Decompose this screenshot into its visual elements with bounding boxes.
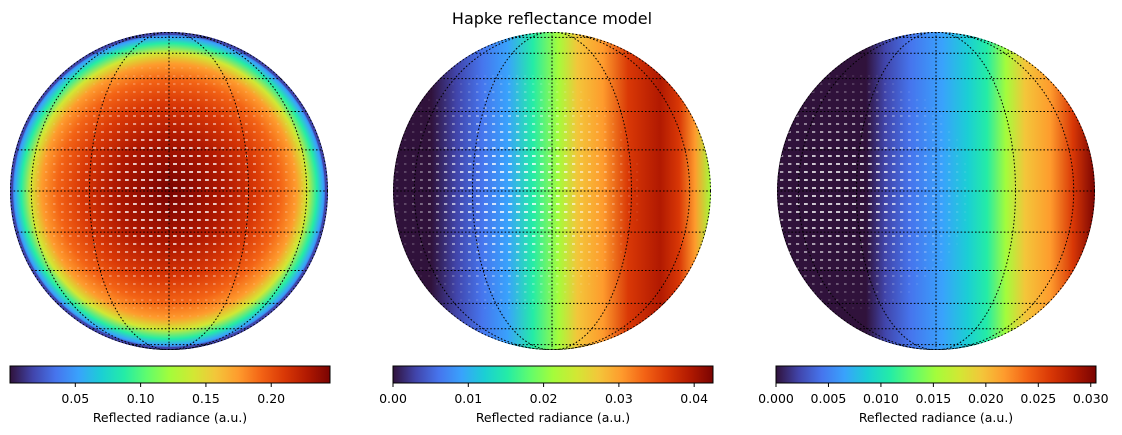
graticule-3 — [777, 32, 1095, 350]
colorbar-gradient — [9, 365, 331, 384]
graticule-1 — [10, 32, 328, 350]
figure-title: Hapke reflectance model — [452, 9, 652, 28]
vector-field-dots-3 — [780, 75, 967, 309]
globe-panel-2: 0.00 0.01 0.02 0.03 0.04 Reflected radiance (… — [379, 32, 714, 425]
colorbar-tick-label: 0.00 — [379, 391, 407, 406]
vector-field-dots-2 — [396, 75, 639, 309]
colorbar-tick-label: 0.05 — [61, 391, 89, 406]
colorbar-label: Reflected radiance (a.u.) — [93, 410, 247, 425]
colorbar-tick-label: 0.02 — [530, 391, 558, 406]
colorbar-tick-label: 0.020 — [968, 391, 1004, 406]
colorbar-tick-label: 0.000 — [758, 391, 794, 406]
vector-field-dots-1 — [29, 67, 304, 317]
colorbar-tick-label: 0.20 — [257, 391, 285, 406]
colorbar-gradient — [775, 365, 1097, 384]
colorbar-tick-label: 0.15 — [192, 391, 220, 406]
colorbar-tick-label: 0.03 — [605, 391, 633, 406]
globe-panel-1: 0.05 0.10 0.15 0.20 Reflected radiance (a.u.… — [9, 32, 331, 425]
colorbar-1: 0.05 0.10 0.15 0.20 Reflected radiance (a.u.… — [9, 365, 331, 425]
colorbar-label: Reflected radiance (a.u.) — [859, 410, 1013, 425]
colorbar-tick-label: 0.005 — [811, 391, 847, 406]
colorbar-tick-label: 0.01 — [454, 391, 482, 406]
graticule-2 — [393, 32, 711, 350]
colorbar-tick-label: 0.10 — [127, 391, 155, 406]
colorbar-tick-label: 0.010 — [863, 391, 899, 406]
colorbar-tick-label: 0.04 — [680, 391, 708, 406]
colorbar-2: 0.00 0.01 0.02 0.03 0.04 Reflected radiance (… — [379, 365, 714, 425]
colorbar-tick-label: 0.030 — [1073, 391, 1109, 406]
colorbar-gradient — [392, 365, 714, 384]
globe-panel-3: 0.000 0.005 0.010 0.015 0.020 0.025 0.030 Refle… — [758, 32, 1109, 425]
colorbar-3: 0.000 0.005 0.010 0.015 0.020 0.025 0.030 Refle… — [758, 365, 1109, 425]
colorbar-label: Reflected radiance (a.u.) — [476, 410, 630, 425]
colorbar-tick-label: 0.015 — [915, 391, 951, 406]
colorbar-tick-label: 0.025 — [1020, 391, 1056, 406]
